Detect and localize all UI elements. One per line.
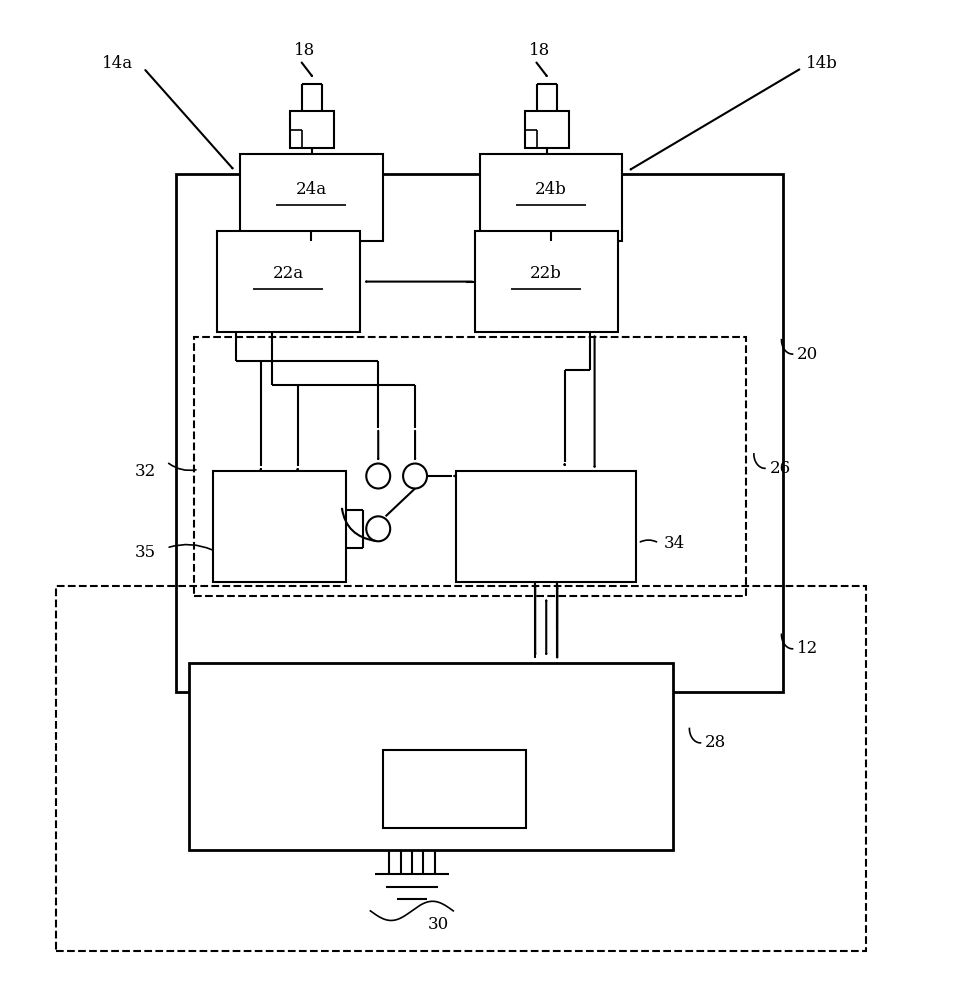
Bar	[456, 471, 636, 582]
Bar	[190, 663, 673, 850]
Bar	[217, 231, 360, 332]
Bar	[56, 586, 866, 951]
Bar	[525, 111, 569, 148]
Text: 22a: 22a	[273, 265, 304, 282]
Text: 24b: 24b	[535, 181, 567, 198]
Text: 12: 12	[797, 640, 818, 657]
Bar	[480, 154, 622, 241]
Text: 32: 32	[134, 463, 155, 480]
Text: 18: 18	[528, 42, 550, 59]
Text: 26: 26	[769, 460, 790, 477]
Text: 30: 30	[428, 916, 449, 933]
Bar	[290, 111, 334, 148]
Text: 35: 35	[134, 544, 155, 561]
Text: 34: 34	[664, 535, 685, 552]
Bar	[213, 471, 346, 582]
Text: 20: 20	[797, 346, 818, 363]
Text: 24a: 24a	[296, 181, 327, 198]
Bar	[175, 174, 784, 692]
Text: 28: 28	[705, 734, 726, 751]
Text: 14a: 14a	[102, 55, 133, 72]
Bar	[240, 154, 383, 241]
Bar	[194, 337, 746, 596]
Bar	[383, 750, 526, 828]
Text: 18: 18	[294, 42, 316, 59]
Bar	[475, 231, 618, 332]
Text: 22b: 22b	[530, 265, 562, 282]
Text: 14b: 14b	[807, 55, 838, 72]
